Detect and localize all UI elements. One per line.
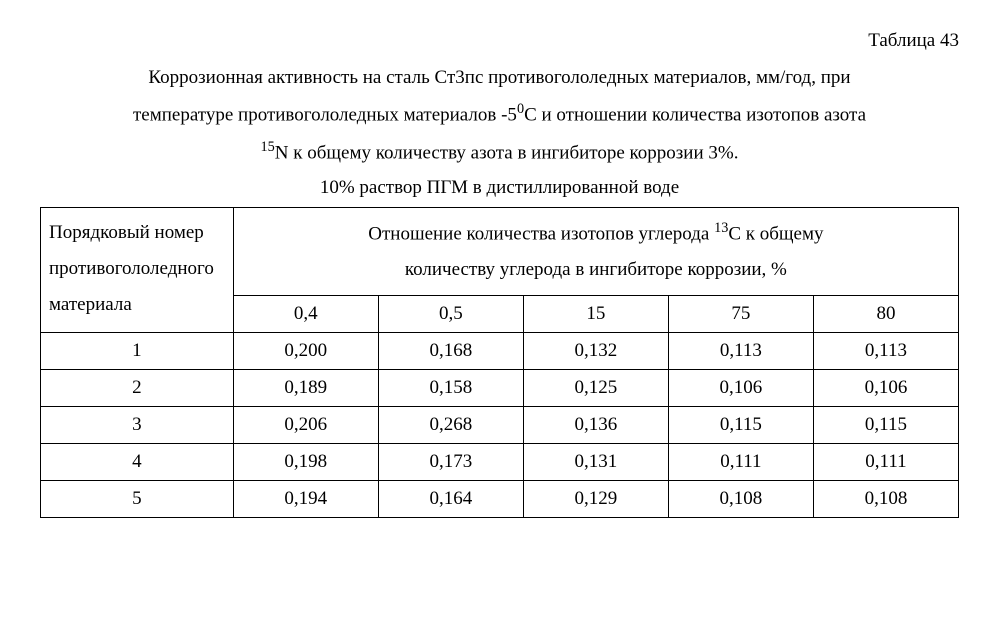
caption-line-2-a: температуре противогололедных материалов… xyxy=(133,104,517,125)
caption-line-3-a: N к общему количеству азота в ингибиторе… xyxy=(275,142,739,163)
data-cell: 0,168 xyxy=(378,333,523,370)
row-number: 2 xyxy=(41,370,234,407)
table-number-label: Таблица 43 xyxy=(40,30,959,52)
data-cell: 0,158 xyxy=(378,370,523,407)
data-cell: 0,268 xyxy=(378,407,523,444)
caption-line-3: 15N к общему количеству азота в ингибито… xyxy=(40,134,959,171)
caption-line-2-b: С и отношении количества изотопов азота xyxy=(524,104,866,125)
span-header-cell: Отношение количества изотопов углерода 1… xyxy=(233,207,958,296)
table-row: 5 0,194 0,164 0,129 0,108 0,108 xyxy=(41,481,959,518)
data-cell: 0,113 xyxy=(813,333,958,370)
data-cell: 0,115 xyxy=(668,407,813,444)
row-header-cell: Порядковый номер противогололедного мате… xyxy=(41,207,234,333)
table-row: 2 0,189 0,158 0,125 0,106 0,106 xyxy=(41,370,959,407)
data-cell: 0,136 xyxy=(523,407,668,444)
col-header: 0,5 xyxy=(378,296,523,333)
data-cell: 0,106 xyxy=(668,370,813,407)
spanhead-a: Отношение количества изотопов углерода xyxy=(368,223,714,244)
header-row-1: Порядковый номер противогололедного мате… xyxy=(41,207,959,296)
data-cell: 0,189 xyxy=(233,370,378,407)
table-row: 4 0,198 0,173 0,131 0,111 0,111 xyxy=(41,444,959,481)
data-cell: 0,206 xyxy=(233,407,378,444)
data-cell: 0,131 xyxy=(523,444,668,481)
caption-isotope-sup: 15 xyxy=(261,139,275,155)
caption-degree-sup: 0 xyxy=(517,101,524,117)
table-caption: Коррозионная активность на сталь Ст3пс п… xyxy=(40,60,959,171)
row-number: 1 xyxy=(41,333,234,370)
spanhead-c: количеству углерода в ингибиторе коррози… xyxy=(405,259,787,280)
rowhead-l2: противогололедного xyxy=(49,258,214,279)
row-number: 3 xyxy=(41,407,234,444)
col-header: 80 xyxy=(813,296,958,333)
spanhead-b: С к общему xyxy=(728,223,823,244)
col-header: 75 xyxy=(668,296,813,333)
col-header: 15 xyxy=(523,296,668,333)
data-cell: 0,164 xyxy=(378,481,523,518)
data-cell: 0,111 xyxy=(813,444,958,481)
rowhead-l3: материала xyxy=(49,294,132,315)
row-number: 4 xyxy=(41,444,234,481)
data-cell: 0,173 xyxy=(378,444,523,481)
rowhead-l1: Порядковый номер xyxy=(49,222,204,243)
data-cell: 0,198 xyxy=(233,444,378,481)
data-cell: 0,113 xyxy=(668,333,813,370)
table-row: 3 0,206 0,268 0,136 0,115 0,115 xyxy=(41,407,959,444)
data-cell: 0,132 xyxy=(523,333,668,370)
spanhead-sup: 13 xyxy=(714,220,728,236)
table-subcaption: 10% раствор ПГМ в дистиллированной воде xyxy=(40,177,959,199)
data-cell: 0,194 xyxy=(233,481,378,518)
data-cell: 0,200 xyxy=(233,333,378,370)
col-header: 0,4 xyxy=(233,296,378,333)
caption-line-2: температуре противогололедных материалов… xyxy=(40,96,959,133)
data-cell: 0,125 xyxy=(523,370,668,407)
data-cell: 0,115 xyxy=(813,407,958,444)
data-cell: 0,129 xyxy=(523,481,668,518)
caption-line-1: Коррозионная активность на сталь Ст3пс п… xyxy=(40,60,959,96)
data-cell: 0,111 xyxy=(668,444,813,481)
row-number: 5 xyxy=(41,481,234,518)
corrosion-table: Порядковый номер противогололедного мате… xyxy=(40,207,959,519)
data-cell: 0,108 xyxy=(813,481,958,518)
data-cell: 0,108 xyxy=(668,481,813,518)
table-row: 1 0,200 0,168 0,132 0,113 0,113 xyxy=(41,333,959,370)
data-cell: 0,106 xyxy=(813,370,958,407)
